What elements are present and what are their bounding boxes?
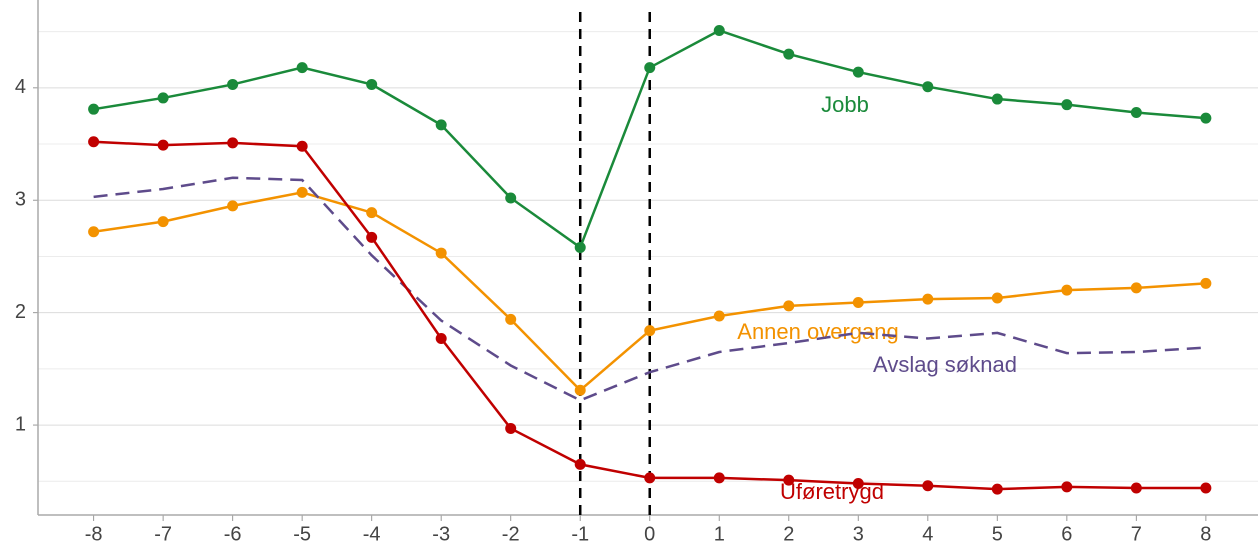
x-tick-label: 1 <box>714 523 725 545</box>
data-point <box>991 93 1003 105</box>
data-point <box>922 293 934 305</box>
x-tick-label: -8 <box>85 523 103 545</box>
series-label: Annen overgang <box>737 319 898 344</box>
x-tick-label: 5 <box>992 523 1003 545</box>
data-point <box>505 422 517 434</box>
data-point <box>1130 482 1142 494</box>
data-point <box>644 472 656 484</box>
data-point <box>574 241 586 253</box>
data-point <box>88 103 100 115</box>
x-tick-label: 2 <box>783 523 794 545</box>
data-point <box>366 78 378 90</box>
x-tick-label: -1 <box>571 523 589 545</box>
data-point <box>88 136 100 148</box>
data-point <box>1130 282 1142 294</box>
data-point <box>435 119 447 131</box>
data-point <box>713 472 725 484</box>
data-point <box>1061 99 1073 111</box>
data-point <box>88 226 100 238</box>
data-point <box>852 478 864 490</box>
y-tick-label: 4 <box>15 76 26 98</box>
y-tick-label: 1 <box>15 413 26 435</box>
data-point <box>366 207 378 219</box>
series-label: Uføretrygd <box>780 479 884 504</box>
data-point <box>783 300 795 312</box>
data-point <box>296 140 308 152</box>
data-point <box>366 231 378 243</box>
x-tick-label: -4 <box>363 523 381 545</box>
data-point <box>1061 284 1073 296</box>
x-tick-label: -5 <box>293 523 311 545</box>
data-point <box>783 48 795 60</box>
x-tick-label: 4 <box>922 523 933 545</box>
data-point <box>991 483 1003 495</box>
data-point <box>435 247 447 259</box>
data-point <box>852 297 864 309</box>
data-point <box>157 92 169 104</box>
data-point <box>852 66 864 78</box>
x-tick-label: 0 <box>644 523 655 545</box>
data-point <box>922 480 934 492</box>
x-tick-label: -2 <box>502 523 520 545</box>
data-point <box>574 458 586 470</box>
x-tick-label: 3 <box>853 523 864 545</box>
data-point <box>1061 481 1073 493</box>
series-label: Avslag søknad <box>873 352 1017 377</box>
data-point <box>644 325 656 337</box>
x-tick-label: -7 <box>154 523 172 545</box>
x-tick-label: -3 <box>432 523 450 545</box>
data-point <box>435 333 447 345</box>
data-point <box>1200 277 1212 289</box>
data-point <box>157 216 169 228</box>
data-point <box>1200 482 1212 494</box>
x-tick-label: 6 <box>1061 523 1072 545</box>
data-point <box>713 310 725 322</box>
series-label: Jobb <box>821 92 869 117</box>
data-point <box>713 24 725 36</box>
data-point <box>157 139 169 151</box>
x-tick-label: 7 <box>1131 523 1142 545</box>
x-tick-label: -6 <box>224 523 242 545</box>
data-point <box>296 62 308 74</box>
data-point <box>227 78 239 90</box>
data-point <box>227 200 239 212</box>
y-tick-label: 2 <box>15 301 26 323</box>
data-point <box>574 384 586 396</box>
data-point <box>505 192 517 204</box>
data-point <box>227 137 239 149</box>
data-point <box>1130 107 1142 119</box>
y-tick-label: 3 <box>15 189 26 211</box>
data-point <box>296 186 308 198</box>
data-point <box>1200 112 1212 124</box>
data-point <box>991 292 1003 304</box>
series-line <box>93 176 1206 402</box>
x-tick-label: 8 <box>1200 523 1211 545</box>
data-point <box>505 313 517 325</box>
data-point <box>922 81 934 93</box>
data-point <box>644 62 656 74</box>
data-point <box>783 474 795 486</box>
